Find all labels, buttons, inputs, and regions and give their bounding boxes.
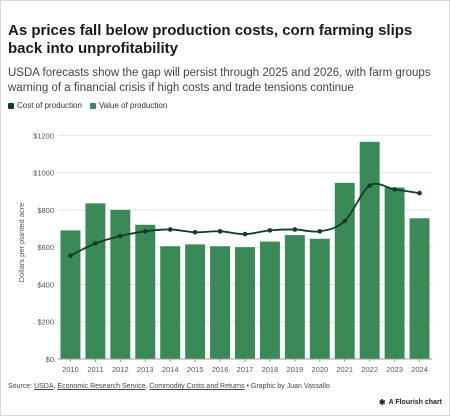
bar-value-of-production [284, 235, 305, 359]
source-link-ers[interactable]: Economic Research Service [57, 383, 146, 390]
y-tick-label: $400 [37, 280, 54, 289]
bar-value-of-production [85, 203, 106, 359]
y-tick-label: $1200 [33, 131, 54, 140]
x-tick-label: 2022 [361, 365, 378, 374]
bar-value-of-production [334, 182, 355, 359]
x-tick-label: 2021 [336, 365, 353, 374]
flourish-icon: ✱ [378, 398, 386, 407]
point-cost-of-production [242, 231, 248, 237]
legend-swatch-cost [8, 102, 14, 109]
source-prefix: Source: [8, 383, 35, 390]
x-tick-label: 2017 [237, 365, 254, 374]
bar-value-of-production [359, 141, 380, 359]
legend: Cost of production Value of production [8, 101, 175, 110]
chart-subtitle: USDA forecasts show the gap will persist… [8, 67, 431, 94]
source-link-ccr[interactable]: Commodity Costs and Returns [149, 383, 245, 390]
bar-value-of-production [110, 209, 131, 359]
y-tick-label: $0 [46, 355, 54, 364]
point-cost-of-production [417, 190, 422, 196]
chart-svg: $0 $200 $400 $600 $800 $1000 $1200 Dollars per … [17, 131, 432, 374]
x-tick-label: 2010 [62, 365, 79, 374]
point-cost-of-production [192, 229, 198, 235]
x-tick-label: 2015 [187, 365, 204, 374]
y-tick-label: $600 [37, 243, 54, 252]
bar-value-of-production [135, 224, 156, 359]
x-tick-label: 2012 [112, 365, 129, 374]
point-cost-of-production [342, 218, 348, 224]
flourish-badge[interactable]: ✱ A Flourish chart [379, 398, 442, 407]
chart-title: As prices fall below production costs, c… [8, 22, 413, 57]
point-cost-of-production [217, 229, 223, 234]
point-cost-of-production [292, 227, 298, 232]
legend-item-value[interactable]: Value of production [89, 101, 168, 110]
legend-label-cost: Cost of production [17, 101, 82, 110]
bar-value-of-production [309, 238, 330, 359]
bar-value-of-production [160, 246, 181, 359]
legend-item-cost[interactable]: Cost of production [8, 101, 82, 110]
point-cost-of-production [118, 233, 123, 239]
bar-value-of-production [210, 246, 231, 359]
point-cost-of-production [68, 253, 73, 258]
x-tick-label: 2024 [411, 365, 428, 374]
x-tick-label: 2014 [162, 365, 179, 374]
source-sep-1: , [53, 383, 58, 390]
point-cost-of-production [167, 227, 173, 232]
x-tick-label: 2018 [262, 365, 279, 374]
x-tick-label: 2020 [311, 365, 328, 374]
bar-value-of-production [409, 218, 430, 359]
source-link-usda[interactable]: USDA [34, 383, 54, 390]
bar-value-of-production [235, 247, 255, 359]
legend-swatch-value [89, 102, 96, 109]
x-tick-label: 2023 [386, 365, 403, 374]
x-tick-label: 2011 [87, 365, 103, 374]
source-note: Source: USDA, Economic Research Service,… [8, 383, 330, 390]
y-tick-label: $1000 [33, 169, 54, 178]
point-cost-of-production [317, 229, 323, 234]
point-cost-of-production [93, 241, 98, 246]
bar-value-of-production [60, 230, 81, 359]
legend-label-value: Value of production [98, 101, 168, 110]
bar-value-of-production [384, 187, 405, 359]
bar-value-of-production [259, 241, 280, 359]
y-tick-label: $800 [37, 206, 54, 215]
point-cost-of-production [392, 187, 397, 192]
x-tick-label: 2016 [212, 365, 229, 374]
bar-value-of-production [185, 244, 206, 359]
source-suffix: • Graphic by Juan Vassallo [244, 383, 330, 390]
x-tick-label: 2013 [137, 365, 154, 374]
x-tick-label: 2019 [287, 365, 304, 374]
point-cost-of-production [267, 228, 273, 233]
y-tick-label: $200 [37, 318, 54, 327]
point-cost-of-production [367, 183, 372, 188]
point-cost-of-production [142, 229, 148, 234]
source-sep-2: , [145, 383, 150, 390]
flourish-label: A Flourish chart [388, 399, 442, 406]
y-axis-title: Dollars per planted acre [17, 203, 26, 283]
